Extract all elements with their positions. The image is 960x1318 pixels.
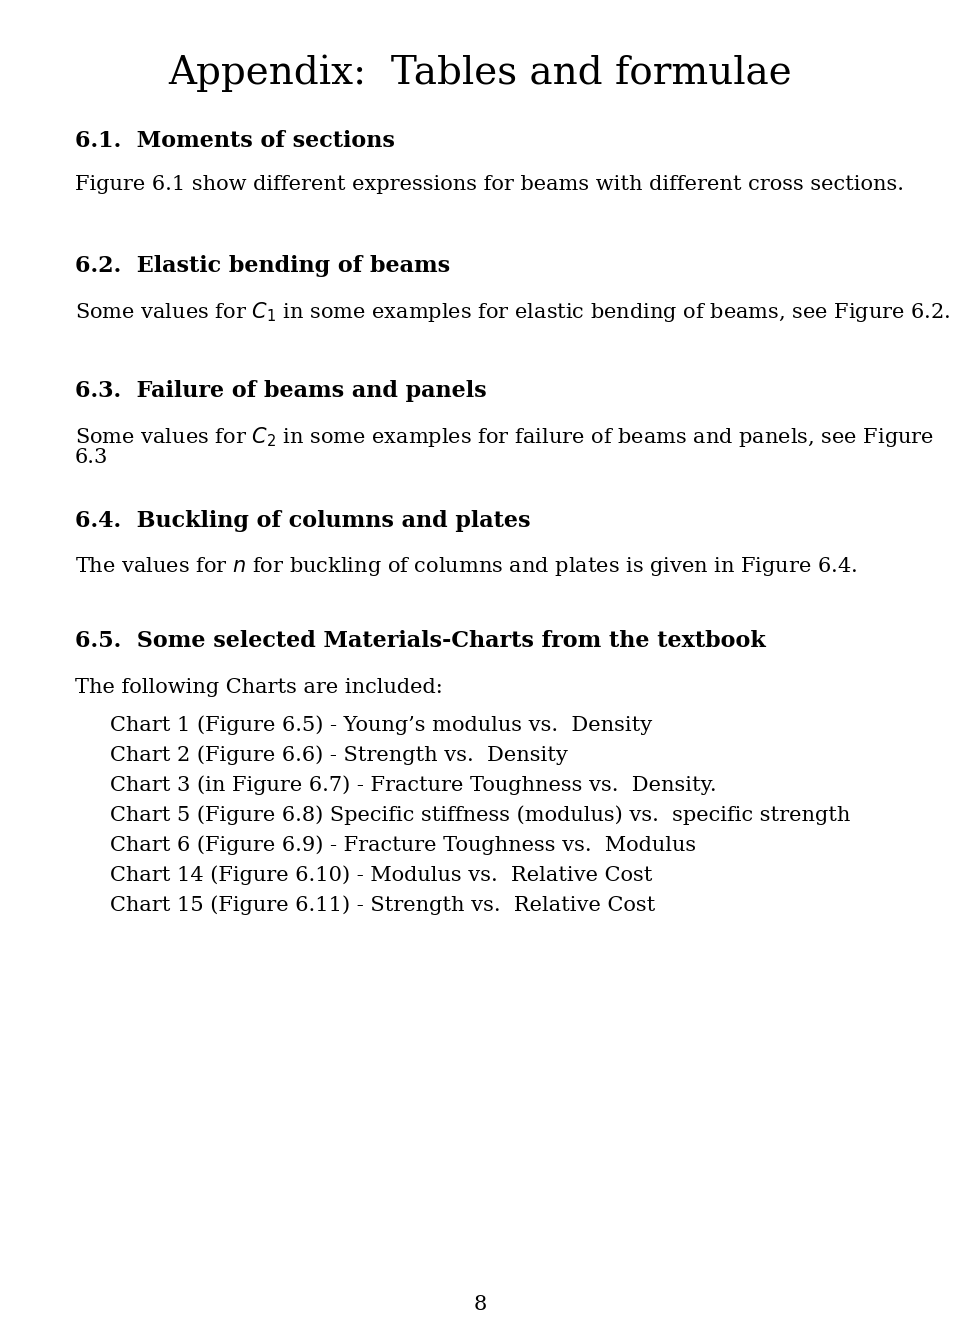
Text: Chart 15 (Figure 6.11) - Strength vs.  Relative Cost: Chart 15 (Figure 6.11) - Strength vs. Re… [110,895,656,915]
Text: Chart 14 (Figure 6.10) - Modulus vs.  Relative Cost: Chart 14 (Figure 6.10) - Modulus vs. Rel… [110,865,653,884]
Text: 6.3.  Failure of beams and panels: 6.3. Failure of beams and panels [75,380,487,402]
Text: 6.3: 6.3 [75,448,108,467]
Text: 8: 8 [473,1296,487,1314]
Text: Chart 1 (Figure 6.5) - Young’s modulus vs.  Density: Chart 1 (Figure 6.5) - Young’s modulus v… [110,714,652,734]
Text: The values for $n$ for buckling of columns and plates is given in Figure 6.4.: The values for $n$ for buckling of colum… [75,555,857,579]
Text: Figure 6.1 show different expressions for beams with different cross sections.: Figure 6.1 show different expressions fo… [75,175,904,194]
Text: 6.4.  Buckling of columns and plates: 6.4. Buckling of columns and plates [75,510,531,532]
Text: The following Charts are included:: The following Charts are included: [75,677,443,697]
Text: Chart 6 (Figure 6.9) - Fracture Toughness vs.  Modulus: Chart 6 (Figure 6.9) - Fracture Toughnes… [110,836,696,854]
Text: Some values for $C_1$ in some examples for elastic bending of beams, see Figure : Some values for $C_1$ in some examples f… [75,301,950,324]
Text: Chart 2 (Figure 6.6) - Strength vs.  Density: Chart 2 (Figure 6.6) - Strength vs. Dens… [110,745,568,764]
Text: Some values for $C_2$ in some examples for failure of beams and panels, see Figu: Some values for $C_2$ in some examples f… [75,424,934,449]
Text: 6.2.  Elastic bending of beams: 6.2. Elastic bending of beams [75,254,450,277]
Text: 6.1.  Moments of sections: 6.1. Moments of sections [75,130,395,152]
Text: Appendix:  Tables and formulae: Appendix: Tables and formulae [168,55,792,92]
Text: 6.5.  Some selected Materials-Charts from the textbook: 6.5. Some selected Materials-Charts from… [75,630,766,652]
Text: Chart 3 (in Figure 6.7) - Fracture Toughness vs.  Density.: Chart 3 (in Figure 6.7) - Fracture Tough… [110,775,716,795]
Text: Chart 5 (Figure 6.8) Specific stiffness (modulus) vs.  specific strength: Chart 5 (Figure 6.8) Specific stiffness … [110,805,851,825]
